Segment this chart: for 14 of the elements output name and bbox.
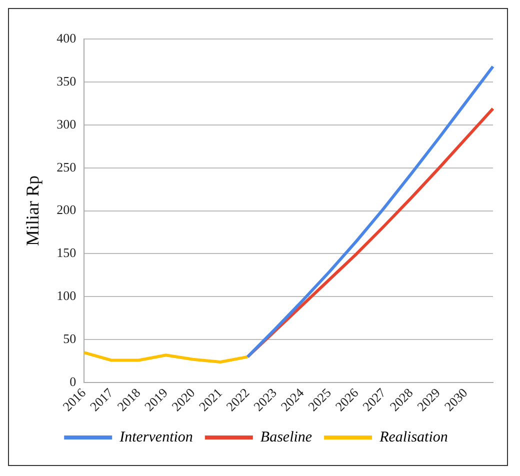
y-tick-label: 150 xyxy=(56,245,76,260)
y-axis-title: Miliar Rp xyxy=(22,176,43,246)
legend-label: Baseline xyxy=(260,429,312,446)
y-tick-label: 50 xyxy=(63,331,76,346)
y-tick-label: 400 xyxy=(56,30,76,46)
y-tick-label: 250 xyxy=(56,159,76,174)
y-tick-label: 300 xyxy=(56,116,76,132)
y-tick-label: 350 xyxy=(56,73,76,88)
legend-label: Realisation xyxy=(378,429,448,446)
legend-label: Intervention xyxy=(118,429,193,446)
y-tick-label: 100 xyxy=(56,288,76,304)
x-tick-label: 2021 xyxy=(196,385,225,414)
y-tick-label: 0 xyxy=(70,374,76,390)
y-tick-label: 200 xyxy=(56,202,76,218)
